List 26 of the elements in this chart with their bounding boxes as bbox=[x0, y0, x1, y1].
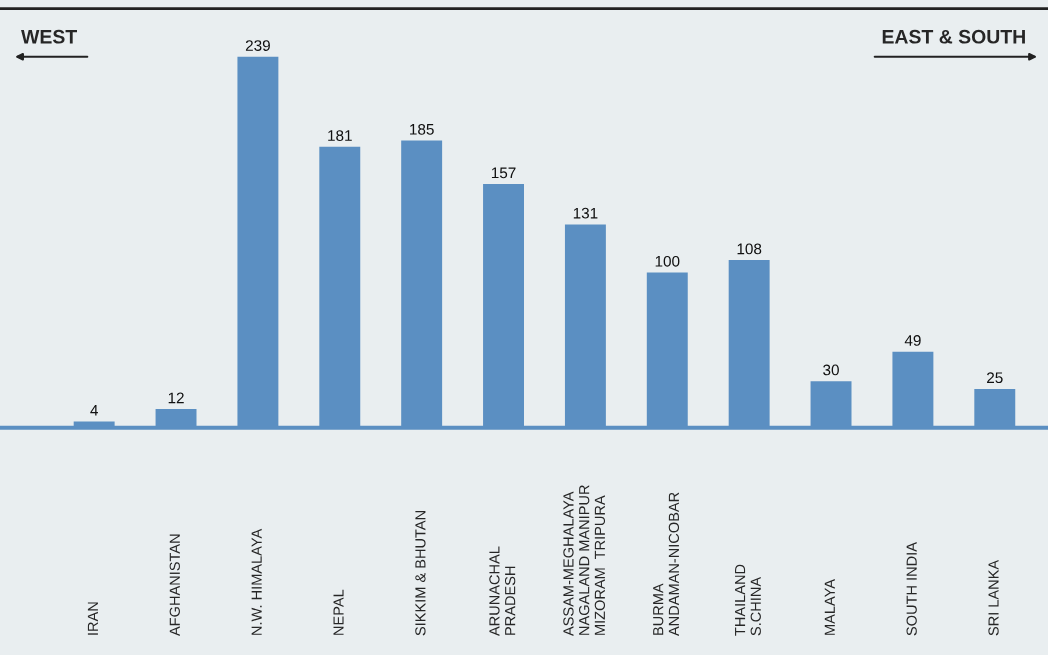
data-label: 12 bbox=[168, 392, 184, 404]
data-label: 131 bbox=[573, 207, 598, 219]
data-label: 239 bbox=[245, 40, 270, 51]
data-label: 185 bbox=[410, 123, 434, 135]
x-tick-label: THAILAND S.CHINA bbox=[735, 564, 761, 636]
data-label: 100 bbox=[655, 255, 680, 267]
data-label: 108 bbox=[737, 243, 762, 255]
data-label: 181 bbox=[328, 130, 352, 141]
x-tick-label: SOUTH INDIA bbox=[906, 542, 917, 636]
x-tick-label: ASSAM-MEGHALAYA NAGALAND MANIPUR MIZORAM TRIPURA bbox=[563, 485, 606, 637]
x-tick-label: SRI LANKA bbox=[988, 559, 999, 636]
data-label: 157 bbox=[491, 167, 516, 179]
x-tick-label: SIKKIM & BHUTAN bbox=[415, 511, 426, 636]
x-tick-label: ARUNACHAL PRADESH bbox=[489, 546, 516, 637]
data-label: 30 bbox=[823, 364, 839, 376]
text: EAST & SOUTH bbox=[882, 29, 1025, 44]
text: WEST bbox=[21, 29, 77, 44]
x-tick-label: MALAYA bbox=[824, 579, 835, 635]
x-tick-label: BURMA ANDAMAN-NICOBAR bbox=[653, 492, 680, 637]
x-tick-label: IRAN bbox=[87, 602, 98, 635]
data-label: 4 bbox=[90, 405, 98, 416]
data-label: 49 bbox=[904, 335, 921, 346]
x-tick-label: NEPAL bbox=[333, 589, 344, 635]
x-tick-label: N.W. HIMALAYA bbox=[251, 528, 262, 635]
x-tick-label: AFGHANISTAN bbox=[169, 534, 180, 637]
data-label: 25 bbox=[987, 372, 1003, 384]
